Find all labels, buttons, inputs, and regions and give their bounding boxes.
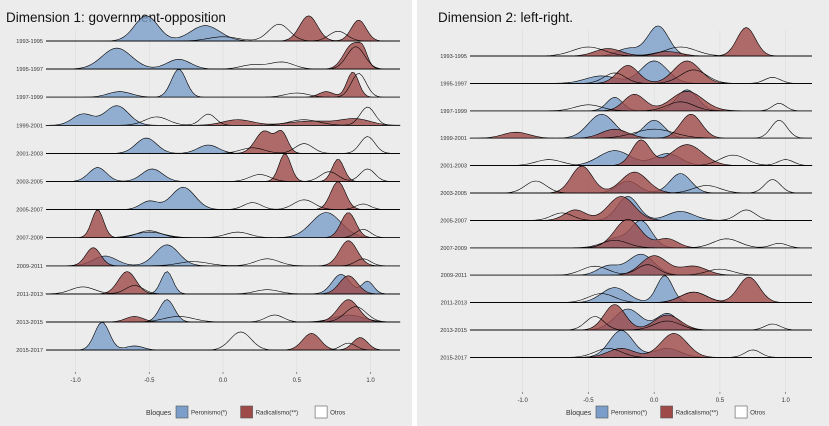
- legend-label: Peronismo(*): [611, 410, 647, 417]
- y-tick-label: 2001-2003: [440, 164, 467, 170]
- y-tick-label: 2011-2013: [441, 301, 467, 307]
- legend-label: Radicalismo(**): [256, 410, 299, 417]
- x-tick-label: 0.5: [716, 398, 725, 404]
- density-ridge-otros: [46, 136, 400, 154]
- y-tick-label: 2001-2003: [16, 151, 43, 157]
- density-ridge-otros: [46, 199, 400, 210]
- legend-label: Peronismo(*): [191, 410, 227, 417]
- legend-swatch: [734, 405, 748, 419]
- density-ridge-otros: [470, 316, 812, 331]
- y-tick-label: 1999-2001: [16, 123, 43, 129]
- x-tick-label: -1.0: [70, 378, 81, 384]
- y-tick-label: 1995-1997: [16, 67, 43, 73]
- panel-1: Dimension 1: government-opposition 1993-1…: [0, 0, 412, 426]
- density-ridge-otros: [46, 168, 400, 182]
- legend: Bloques Peronismo(*) Radicalismo(**) Otros: [146, 405, 345, 419]
- density-ridge-otros: [470, 120, 813, 139]
- legend-title: Bloques: [566, 410, 592, 417]
- density-ridge-otros: [470, 238, 812, 249]
- legend-swatch: [595, 405, 609, 419]
- y-tick-label: 2009-2011: [17, 264, 43, 270]
- x-tick-label: -1.0: [517, 398, 528, 404]
- y-tick-label: 2003-2005: [16, 180, 43, 186]
- y-tick-label: 2007-2009: [16, 236, 43, 242]
- y-tick-label: 2003-2005: [440, 191, 467, 197]
- y-tick-label: 1997-1999: [440, 109, 467, 115]
- legend-label: Otros: [750, 410, 765, 417]
- panel-title: Dimension 2: left-right.: [438, 10, 573, 25]
- density-ridge-otros: [470, 154, 813, 166]
- legend-title: Bloques: [146, 410, 172, 417]
- density-ridge-otros: [470, 209, 812, 221]
- x-tick-label: 0.0: [219, 378, 228, 384]
- y-tick-label: 2015-2017: [440, 355, 467, 361]
- density-ridge-otros: [46, 306, 400, 323]
- x-tick-label: 1.0: [366, 378, 375, 384]
- legend: Bloques Peronismo(*) Radicalismo(**) Otros: [566, 405, 765, 419]
- y-tick-label: 1993-1995: [16, 39, 43, 45]
- x-tick-label: 0.0: [650, 398, 659, 404]
- y-tick-label: 2013-2015: [16, 320, 43, 326]
- panel-2: Dimension 2: left-right. 1993-1995 1995-19…: [417, 0, 829, 426]
- panel-title: Dimension 1: government-opposition: [6, 10, 226, 25]
- legend-label: Radicalismo(**): [676, 410, 719, 417]
- legend-swatch: [314, 405, 328, 419]
- density-ridge-otros: [46, 106, 400, 126]
- density-ridge-otros: [470, 101, 812, 112]
- y-tick-label: 1995-1997: [440, 81, 467, 87]
- legend-swatch: [240, 405, 253, 419]
- legend-swatch: [175, 405, 189, 419]
- y-tick-label: 2011-2013: [17, 292, 43, 298]
- y-tick-label: 2007-2009: [440, 246, 467, 252]
- x-tick-label: -0.5: [144, 378, 155, 384]
- x-tick-label: 0.5: [293, 378, 302, 384]
- density-ridge-otros: [45, 285, 400, 295]
- panel-background: [0, 0, 412, 426]
- y-tick-label: 2015-2017: [16, 348, 43, 354]
- y-tick-label: 1993-1995: [440, 54, 467, 60]
- y-tick-label: 1999-2001: [440, 136, 467, 142]
- x-tick-label: -0.5: [583, 398, 594, 404]
- density-ridge-otros: [470, 291, 812, 303]
- density-ridge-otros: [470, 69, 812, 84]
- density-ridge-otros: [470, 264, 812, 276]
- y-tick-label: 1997-1999: [16, 95, 43, 101]
- x-tick-label: 1.0: [782, 398, 791, 404]
- density-ridge-otros: [470, 179, 812, 194]
- density-ridge-otros: [470, 46, 812, 57]
- legend-swatch: [660, 405, 673, 419]
- y-tick-label: 2005-2007: [16, 208, 43, 214]
- density-ridge-otros: [46, 258, 400, 267]
- y-tick-label: 2005-2007: [440, 218, 467, 224]
- y-tick-label: 2009-2011: [441, 273, 467, 279]
- y-tick-label: 2013-2015: [440, 328, 467, 334]
- density-ridge-otros: [46, 331, 400, 351]
- legend-label: Otros: [330, 410, 345, 417]
- density-ridge-otros: [46, 46, 400, 70]
- density-ridge-otros: [470, 348, 812, 358]
- density-ridge-otros: [46, 73, 400, 98]
- density-ridge-otros: [46, 229, 400, 238]
- density-ridge-otros: [46, 23, 400, 42]
